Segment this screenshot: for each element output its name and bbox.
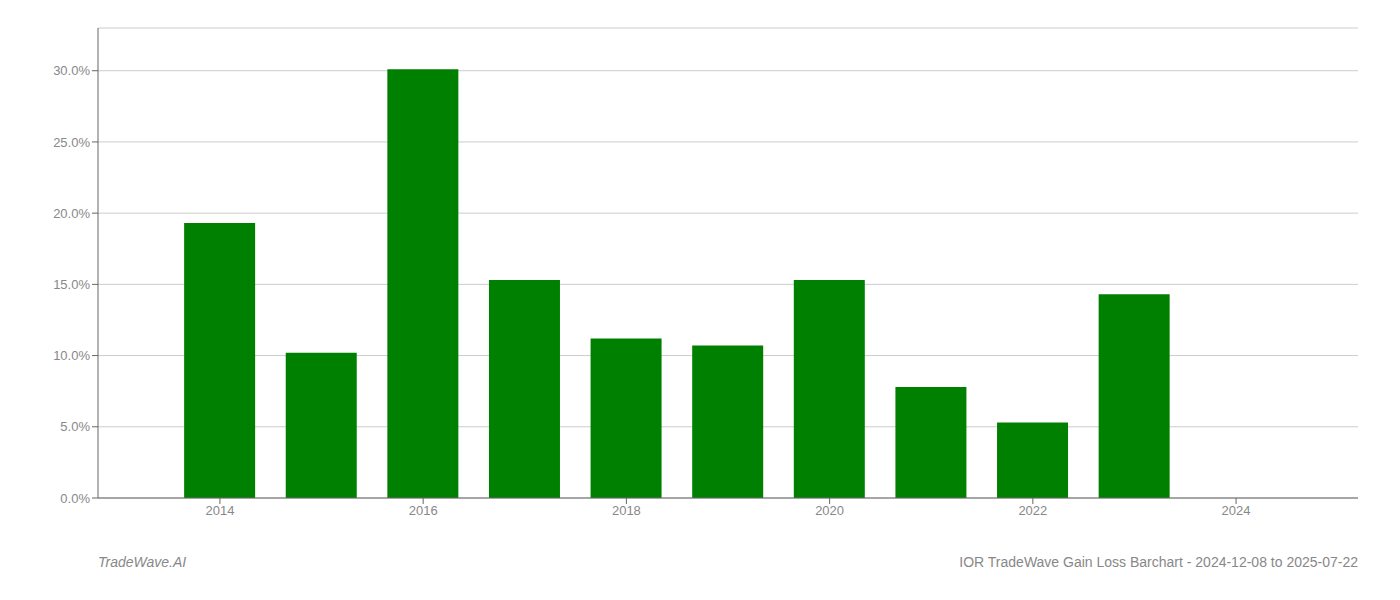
svg-text:5.0%: 5.0% [60, 419, 90, 434]
svg-text:0.0%: 0.0% [60, 491, 90, 506]
svg-text:2018: 2018 [612, 503, 641, 518]
svg-text:20.0%: 20.0% [53, 206, 90, 221]
svg-text:30.0%: 30.0% [53, 63, 90, 78]
svg-text:2014: 2014 [205, 503, 234, 518]
svg-text:15.0%: 15.0% [53, 277, 90, 292]
svg-text:25.0%: 25.0% [53, 135, 90, 150]
svg-text:2020: 2020 [815, 503, 844, 518]
svg-text:2016: 2016 [409, 503, 438, 518]
html-text:TradeWave.AI: TradeWave.AI [98, 554, 187, 570]
svg-text:10.0%: 10.0% [53, 348, 90, 363]
svg-text:2024: 2024 [1222, 503, 1251, 518]
html-text:IOR TradeWave Gain Loss Barcha: IOR TradeWave Gain Loss Barchart - 2024-… [959, 554, 1358, 570]
svg-text:2022: 2022 [1018, 503, 1047, 518]
